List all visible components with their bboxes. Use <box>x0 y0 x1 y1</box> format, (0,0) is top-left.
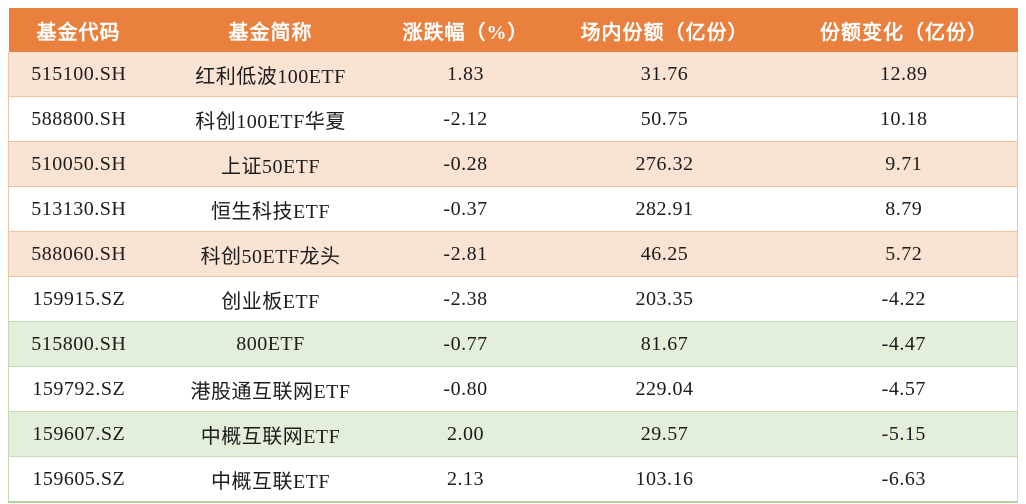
fund-code-cell: 159607.SZ <box>8 411 149 457</box>
change-pct-cell: 1.83 <box>392 52 539 97</box>
share-change-cell: 8.79 <box>790 186 1018 232</box>
fund-code-cell: 159605.SZ <box>8 456 149 503</box>
table-body: 515100.SH 红利低波100ETF 1.83 31.76 12.89 588800.… <box>8 52 1018 503</box>
market-shares-cell: 282.91 <box>538 186 791 232</box>
fund-code-cell: 588060.SH <box>8 231 149 277</box>
col-header-change-pct: 涨跌幅（%） <box>392 8 539 52</box>
market-shares-cell: 81.67 <box>538 321 791 367</box>
table-row: 588800.SH 科创100ETF华夏 -2.12 50.75 10.18 <box>8 96 1018 142</box>
fund-code-cell: 159792.SZ <box>8 366 149 412</box>
change-pct-cell: -2.38 <box>392 276 539 322</box>
table-row: 515800.SH 800ETF -0.77 81.67 -4.47 <box>8 321 1018 367</box>
fund-etf-table-container: 基金代码 基金简称 涨跌幅（%） 场内份额（亿份） 份额变化（亿份） 515100.SH… <box>8 8 1018 503</box>
table-row: 588060.SH 科创50ETF龙头 -2.81 46.25 5.72 <box>8 231 1018 277</box>
table-row: 515100.SH 红利低波100ETF 1.83 31.76 12.89 <box>8 52 1018 97</box>
table-row: 159915.SZ 创业板ETF -2.38 203.35 -4.22 <box>8 276 1018 322</box>
change-pct-cell: -2.81 <box>392 231 539 277</box>
share-change-cell: 9.71 <box>790 141 1018 187</box>
fund-name-cell: 恒生科技ETF <box>148 186 393 232</box>
share-change-cell: -4.47 <box>790 321 1018 367</box>
col-header-fund-name: 基金简称 <box>148 8 393 52</box>
share-change-cell: -6.63 <box>790 456 1018 503</box>
market-shares-cell: 203.35 <box>538 276 791 322</box>
share-change-cell: -4.57 <box>790 366 1018 412</box>
fund-code-cell: 513130.SH <box>8 186 149 232</box>
share-change-cell: -5.15 <box>790 411 1018 457</box>
fund-code-cell: 510050.SH <box>8 141 149 187</box>
fund-name-cell: 创业板ETF <box>148 276 393 322</box>
change-pct-cell: -2.12 <box>392 96 539 142</box>
table-row: 159792.SZ 港股通互联网ETF -0.80 229.04 -4.57 <box>8 366 1018 412</box>
share-change-cell: 10.18 <box>790 96 1018 142</box>
fund-code-cell: 515100.SH <box>8 52 149 97</box>
col-header-fund-code: 基金代码 <box>8 8 149 52</box>
change-pct-cell: 2.13 <box>392 456 539 503</box>
change-pct-cell: -0.80 <box>392 366 539 412</box>
share-change-cell: 12.89 <box>790 52 1018 97</box>
share-change-cell: -4.22 <box>790 276 1018 322</box>
fund-code-cell: 515800.SH <box>8 321 149 367</box>
fund-name-cell: 科创50ETF龙头 <box>148 231 393 277</box>
table-row: 159607.SZ 中概互联网ETF 2.00 29.57 -5.15 <box>8 411 1018 457</box>
table-row: 510050.SH 上证50ETF -0.28 276.32 9.71 <box>8 141 1018 187</box>
fund-code-cell: 159915.SZ <box>8 276 149 322</box>
change-pct-cell: -0.77 <box>392 321 539 367</box>
market-shares-cell: 103.16 <box>538 456 791 503</box>
fund-name-cell: 港股通互联网ETF <box>148 366 393 412</box>
table-row: 513130.SH 恒生科技ETF -0.37 282.91 8.79 <box>8 186 1018 232</box>
market-shares-cell: 29.57 <box>538 411 791 457</box>
fund-name-cell: 科创100ETF华夏 <box>148 96 393 142</box>
market-shares-cell: 276.32 <box>538 141 791 187</box>
fund-etf-table: 基金代码 基金简称 涨跌幅（%） 场内份额（亿份） 份额变化（亿份） 515100.SH… <box>8 8 1018 503</box>
change-pct-cell: -0.28 <box>392 141 539 187</box>
col-header-share-change: 份额变化（亿份） <box>790 8 1018 52</box>
market-shares-cell: 50.75 <box>538 96 791 142</box>
fund-name-cell: 红利低波100ETF <box>148 52 393 97</box>
fund-name-cell: 800ETF <box>148 321 393 367</box>
fund-name-cell: 中概互联ETF <box>148 456 393 503</box>
table-row: 159605.SZ 中概互联ETF 2.13 103.16 -6.63 <box>8 456 1018 503</box>
col-header-market-shares: 场内份额（亿份） <box>538 8 791 52</box>
header-row: 基金代码 基金简称 涨跌幅（%） 场内份额（亿份） 份额变化（亿份） <box>8 8 1018 52</box>
change-pct-cell: -0.37 <box>392 186 539 232</box>
fund-name-cell: 上证50ETF <box>148 141 393 187</box>
change-pct-cell: 2.00 <box>392 411 539 457</box>
fund-code-cell: 588800.SH <box>8 96 149 142</box>
share-change-cell: 5.72 <box>790 231 1018 277</box>
market-shares-cell: 31.76 <box>538 52 791 97</box>
market-shares-cell: 229.04 <box>538 366 791 412</box>
market-shares-cell: 46.25 <box>538 231 791 277</box>
fund-name-cell: 中概互联网ETF <box>148 411 393 457</box>
